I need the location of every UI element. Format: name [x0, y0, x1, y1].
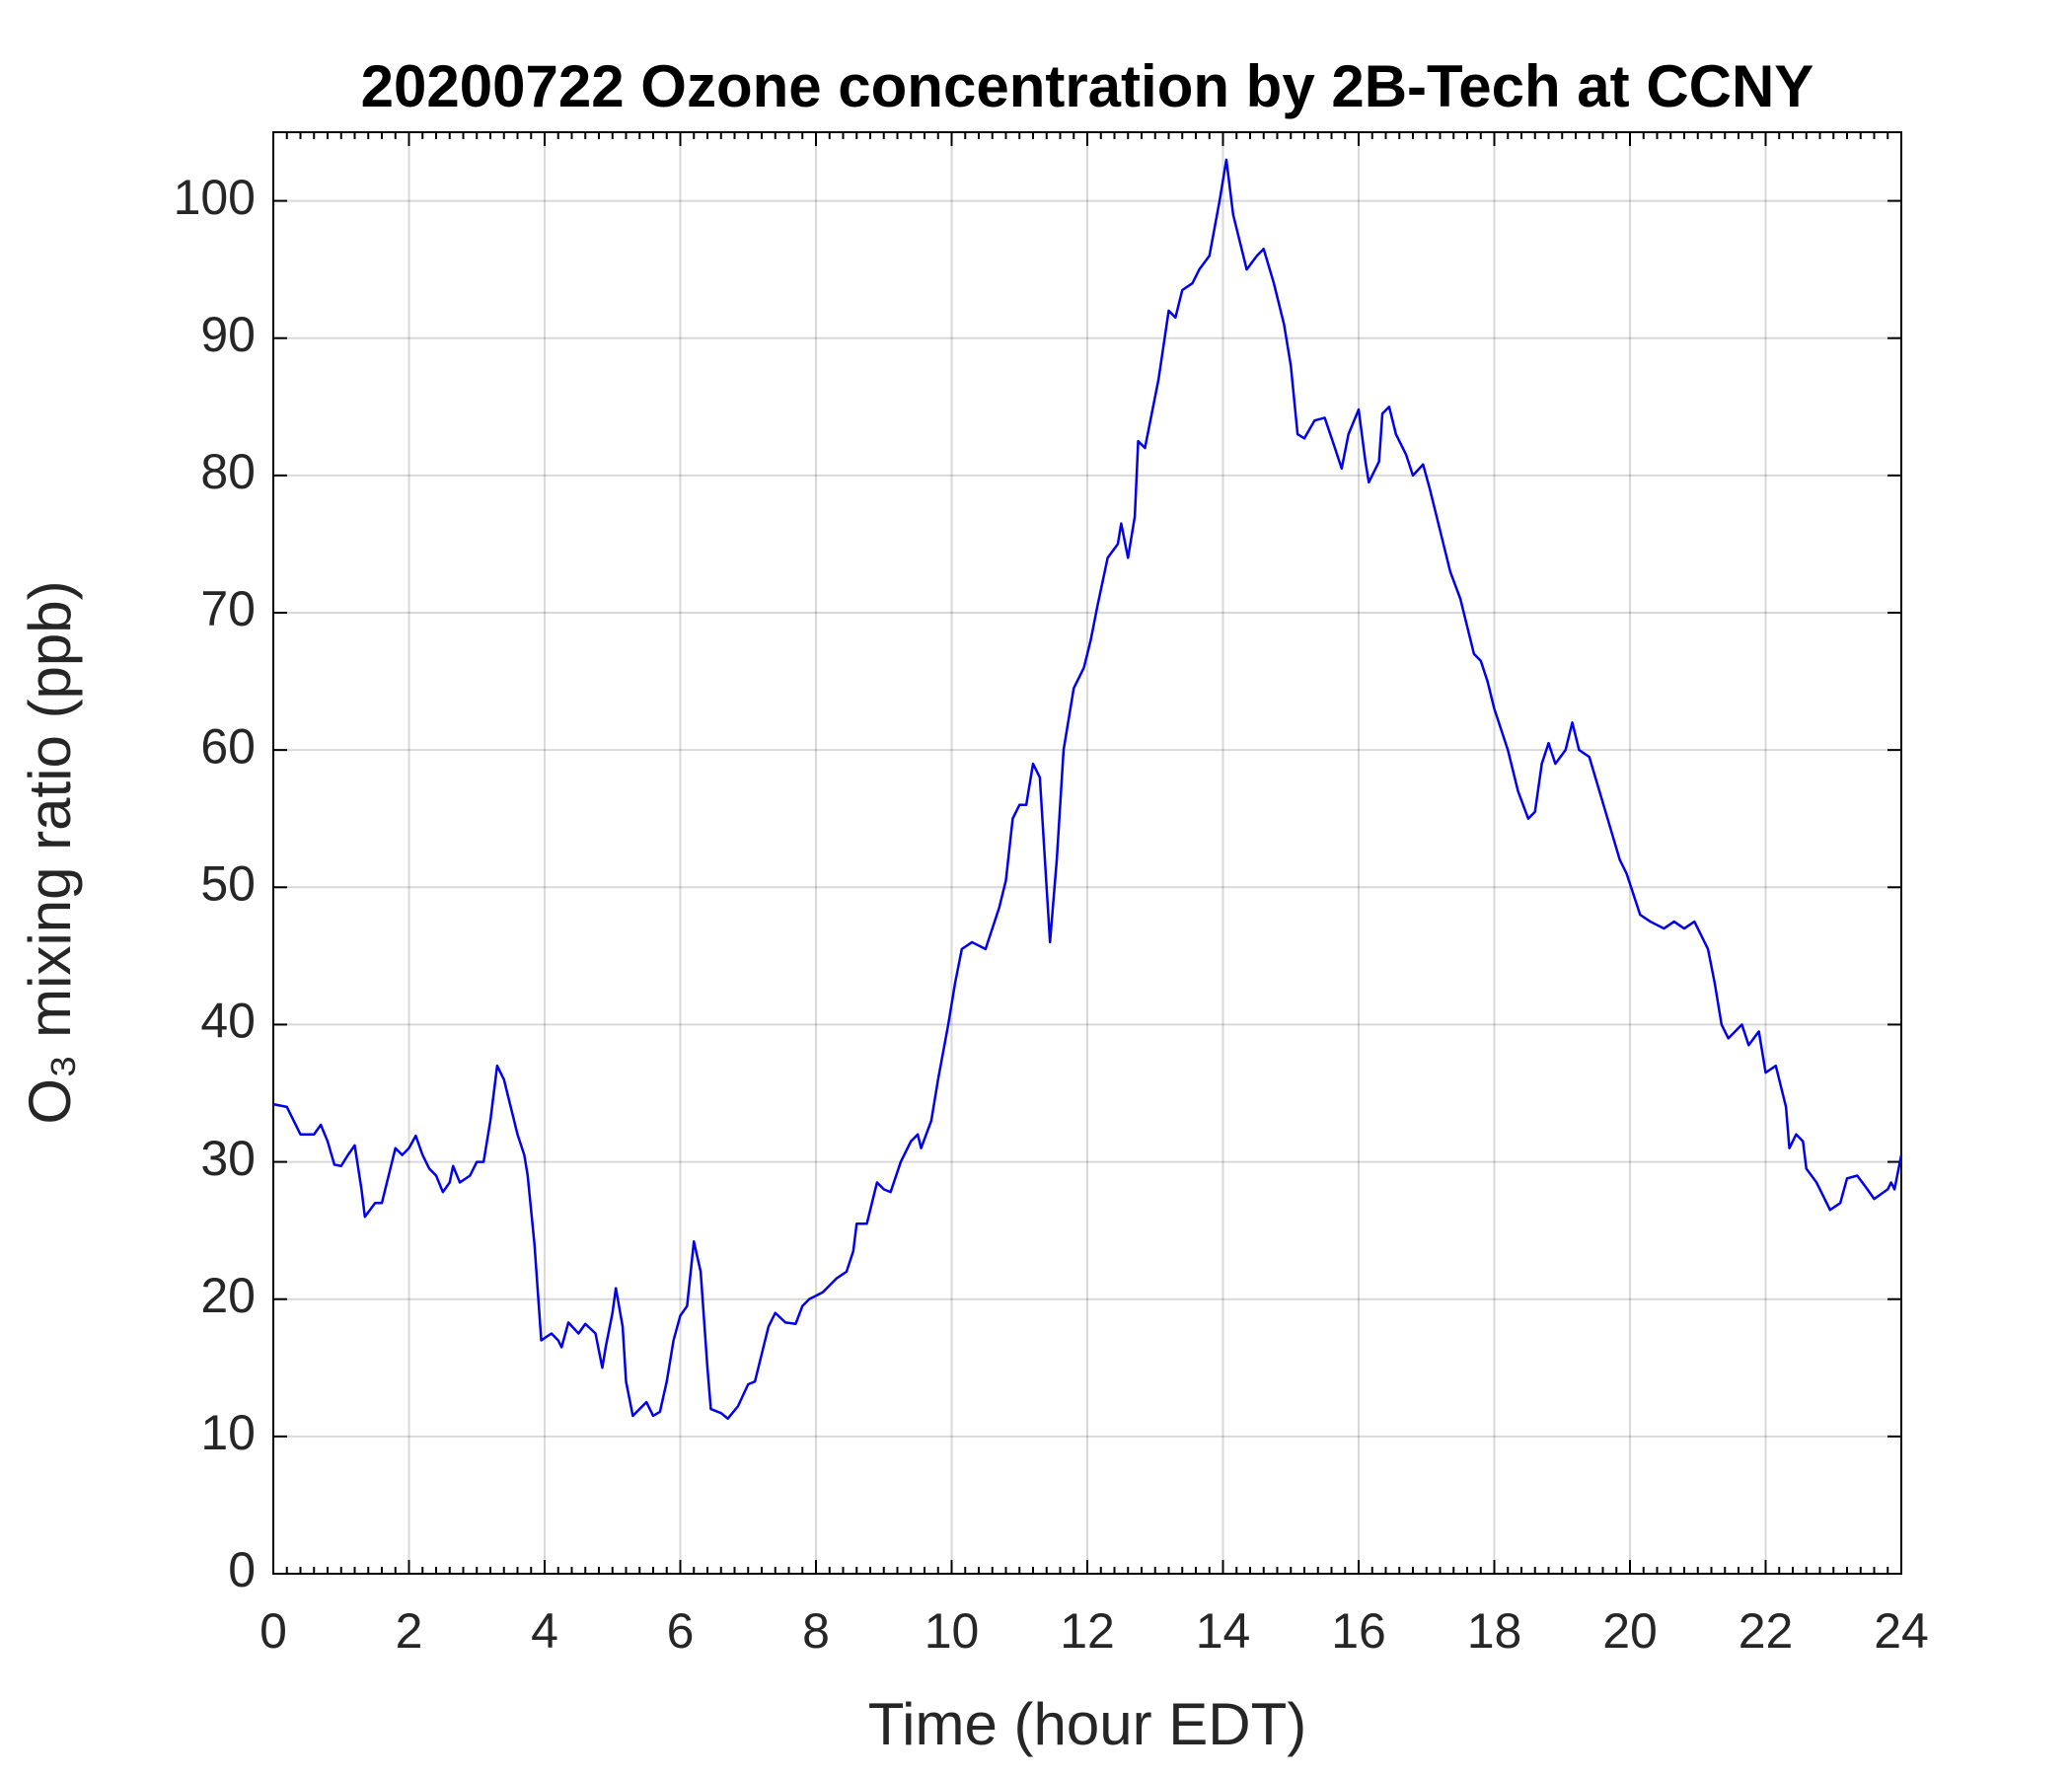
x-tick-label: 12 [1060, 1603, 1115, 1659]
x-tick-label: 6 [667, 1603, 695, 1659]
y-tick-label: 90 [200, 307, 256, 362]
x-tick-label: 14 [1196, 1603, 1251, 1659]
y-tick-label: 0 [228, 1542, 256, 1597]
data-line [272, 158, 1903, 1421]
x-axis-label: Time (hour EDT) [868, 1691, 1307, 1757]
y-tick-label: 50 [200, 855, 256, 911]
x-tick-label: 4 [531, 1603, 558, 1659]
plot-frame [272, 131, 1902, 1575]
y-tick-label: 60 [200, 718, 256, 774]
y-axis-label: O₃ mixing ratio (ppb) [17, 580, 83, 1124]
x-tick-label: 0 [259, 1603, 287, 1659]
y-tick-label: 30 [200, 1131, 256, 1186]
y-tick-label: 10 [200, 1405, 256, 1460]
x-tick-label: 16 [1331, 1603, 1386, 1659]
x-tick-label: 20 [1602, 1603, 1658, 1659]
x-tick-label: 8 [802, 1603, 830, 1659]
x-tick-label: 24 [1874, 1603, 1929, 1659]
y-tick-label: 100 [174, 170, 256, 225]
x-tick-label: 18 [1467, 1603, 1522, 1659]
y-tick-label: 40 [200, 994, 256, 1049]
x-tick-label: 22 [1739, 1603, 1794, 1659]
x-tick-label: 10 [925, 1603, 980, 1659]
x-tick-label: 2 [396, 1603, 423, 1659]
chart-title: 20200722 Ozone concentration by 2B-Tech … [361, 53, 1814, 119]
y-tick-label: 20 [200, 1268, 256, 1323]
y-tick-label: 70 [200, 581, 256, 636]
y-tick-label: 80 [200, 444, 256, 499]
